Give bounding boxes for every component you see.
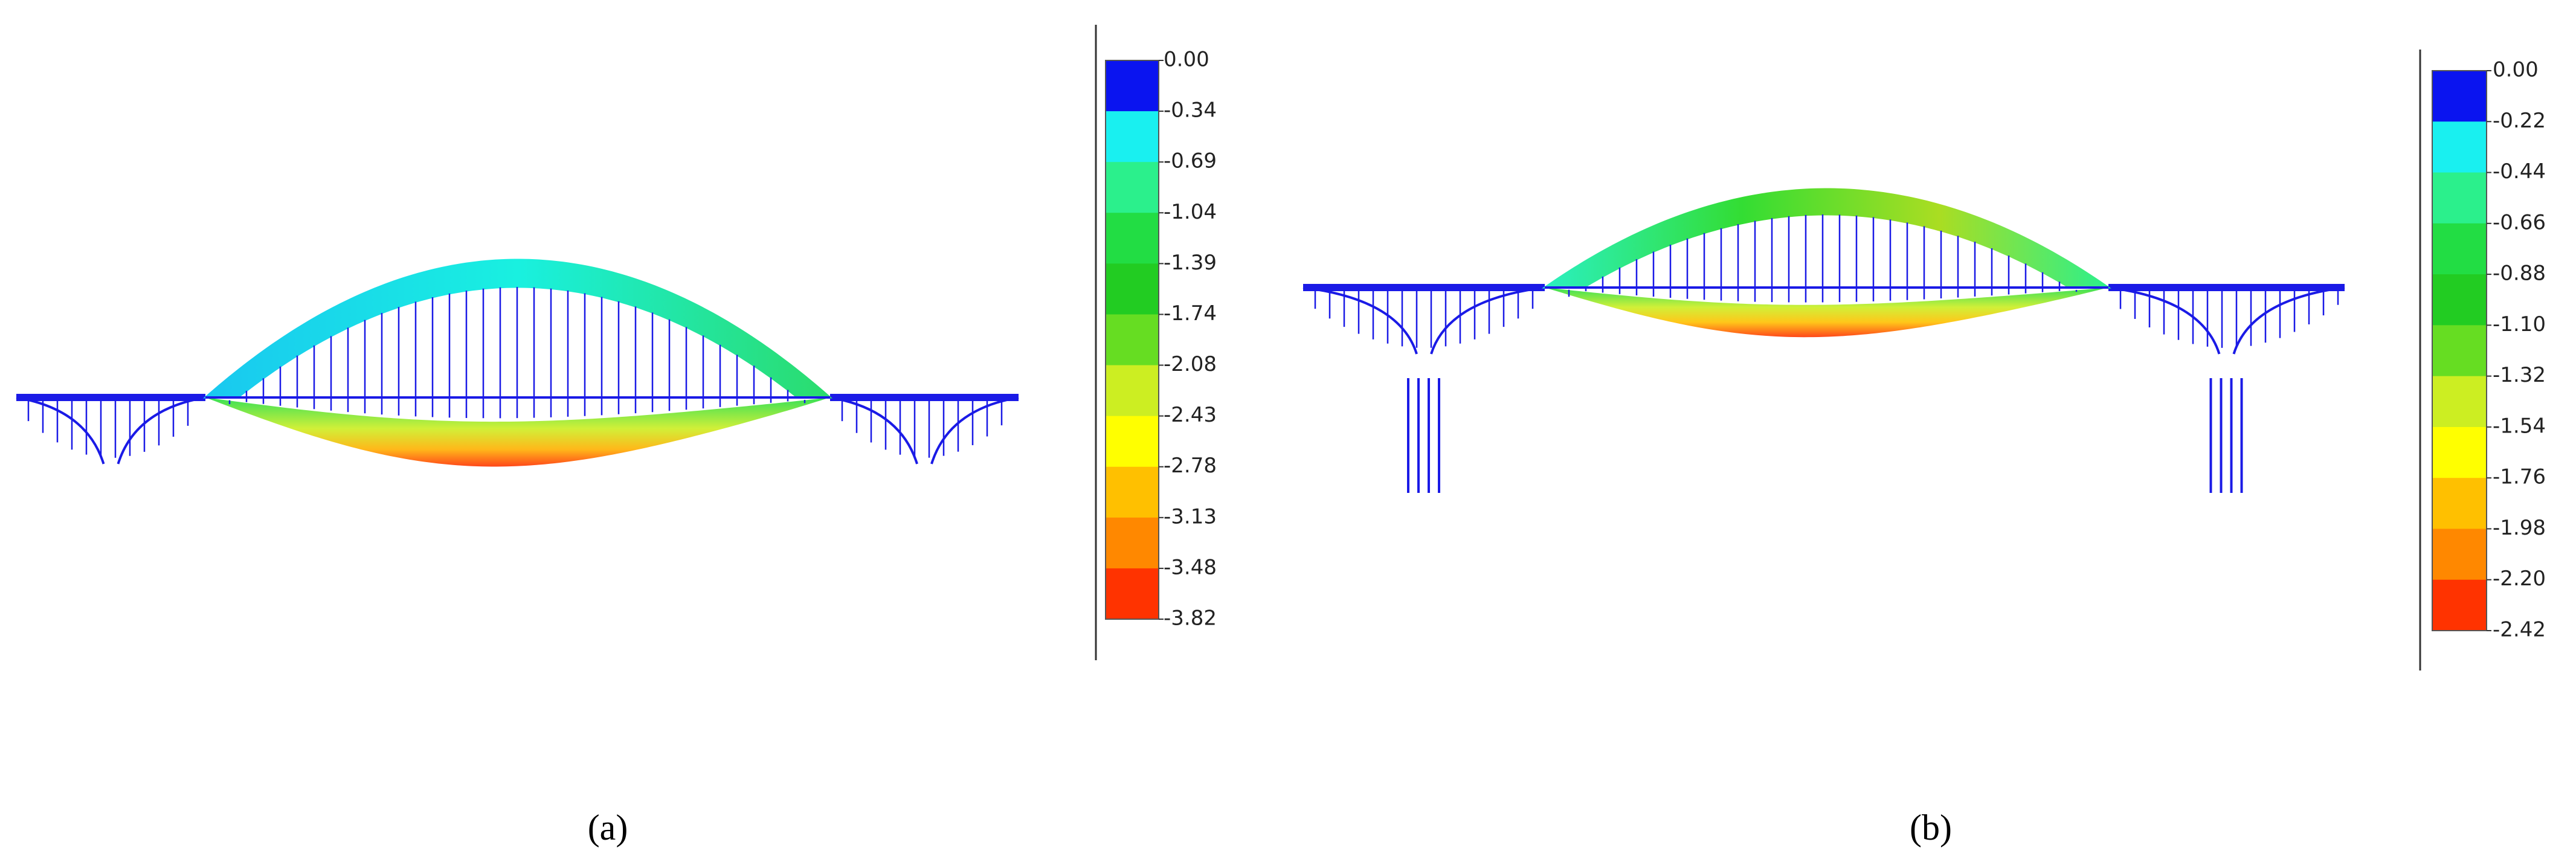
legend-label: -2.08 [1164, 352, 1217, 376]
bridge-model-b [1302, 188, 2345, 493]
deck [16, 394, 205, 401]
legend-label: -0.34 [1164, 98, 1217, 123]
deck-deformation [205, 397, 830, 467]
legend-label: -3.48 [1164, 555, 1217, 579]
legend-label: 0.00 [2493, 58, 2539, 82]
legend-band [1106, 162, 1159, 213]
legend-label: -1.32 [2493, 363, 2546, 387]
caption: (b) [1910, 808, 1952, 847]
cantilever [829, 396, 1019, 465]
deck-deformation [1545, 288, 2108, 338]
legend-band [1106, 568, 1159, 620]
legend-band [1106, 517, 1159, 569]
cantilever [2108, 286, 2345, 355]
legend-label: 0.00 [1164, 48, 1209, 72]
legend-label: -1.04 [1164, 200, 1217, 224]
caption: (a) [588, 808, 628, 847]
legend-label: -0.69 [1164, 149, 1217, 173]
deck [1303, 284, 1545, 291]
legend-band [2432, 121, 2487, 173]
legend-band [2432, 579, 2487, 631]
legend-label: -3.13 [1164, 504, 1217, 529]
legend-band [1106, 213, 1159, 264]
arch-rib [1542, 188, 2111, 289]
legend-label: -0.66 [2493, 210, 2546, 234]
legend-label: -2.20 [2493, 567, 2546, 591]
legend-frame [1105, 60, 1159, 620]
deck [830, 394, 1019, 401]
legend-label: -2.78 [1164, 454, 1217, 478]
legend-label: -1.74 [1164, 301, 1217, 326]
legend-band [2432, 71, 2487, 122]
legend-label: -1.76 [2493, 465, 2546, 489]
legend-label: -2.42 [2493, 618, 2546, 642]
legend-band [1106, 416, 1159, 468]
legend-band [1106, 111, 1159, 162]
legend-band [1106, 263, 1159, 315]
legend-band [2432, 223, 2487, 275]
legend-band [1106, 365, 1159, 417]
legend-label: -2.43 [1164, 403, 1217, 427]
legend-band [1106, 60, 1159, 112]
legend-label: -0.44 [2493, 159, 2546, 184]
legend-band [2432, 426, 2487, 478]
legend-band [2432, 172, 2487, 224]
cantilever [1302, 286, 1545, 355]
legend-band [2432, 325, 2487, 377]
legend-label: -1.10 [2493, 312, 2546, 336]
legend-label: -1.54 [2493, 414, 2546, 438]
legend-label: -0.22 [2493, 109, 2546, 133]
legend-band [2432, 529, 2487, 580]
legend-band [1106, 314, 1159, 366]
legend-frame [2432, 70, 2487, 631]
deck [2108, 284, 2345, 291]
legend-band [2432, 478, 2487, 529]
legend-band [2432, 274, 2487, 326]
legend-band [2432, 376, 2487, 428]
bridge-model-a [16, 259, 1019, 467]
legend-band [1106, 466, 1159, 518]
legend-label: -3.82 [1164, 606, 1217, 631]
cantilever [16, 396, 206, 465]
legend-label: -1.39 [1164, 251, 1217, 275]
legend-label: -1.98 [2493, 516, 2546, 540]
legend-label: -0.88 [2493, 262, 2546, 286]
